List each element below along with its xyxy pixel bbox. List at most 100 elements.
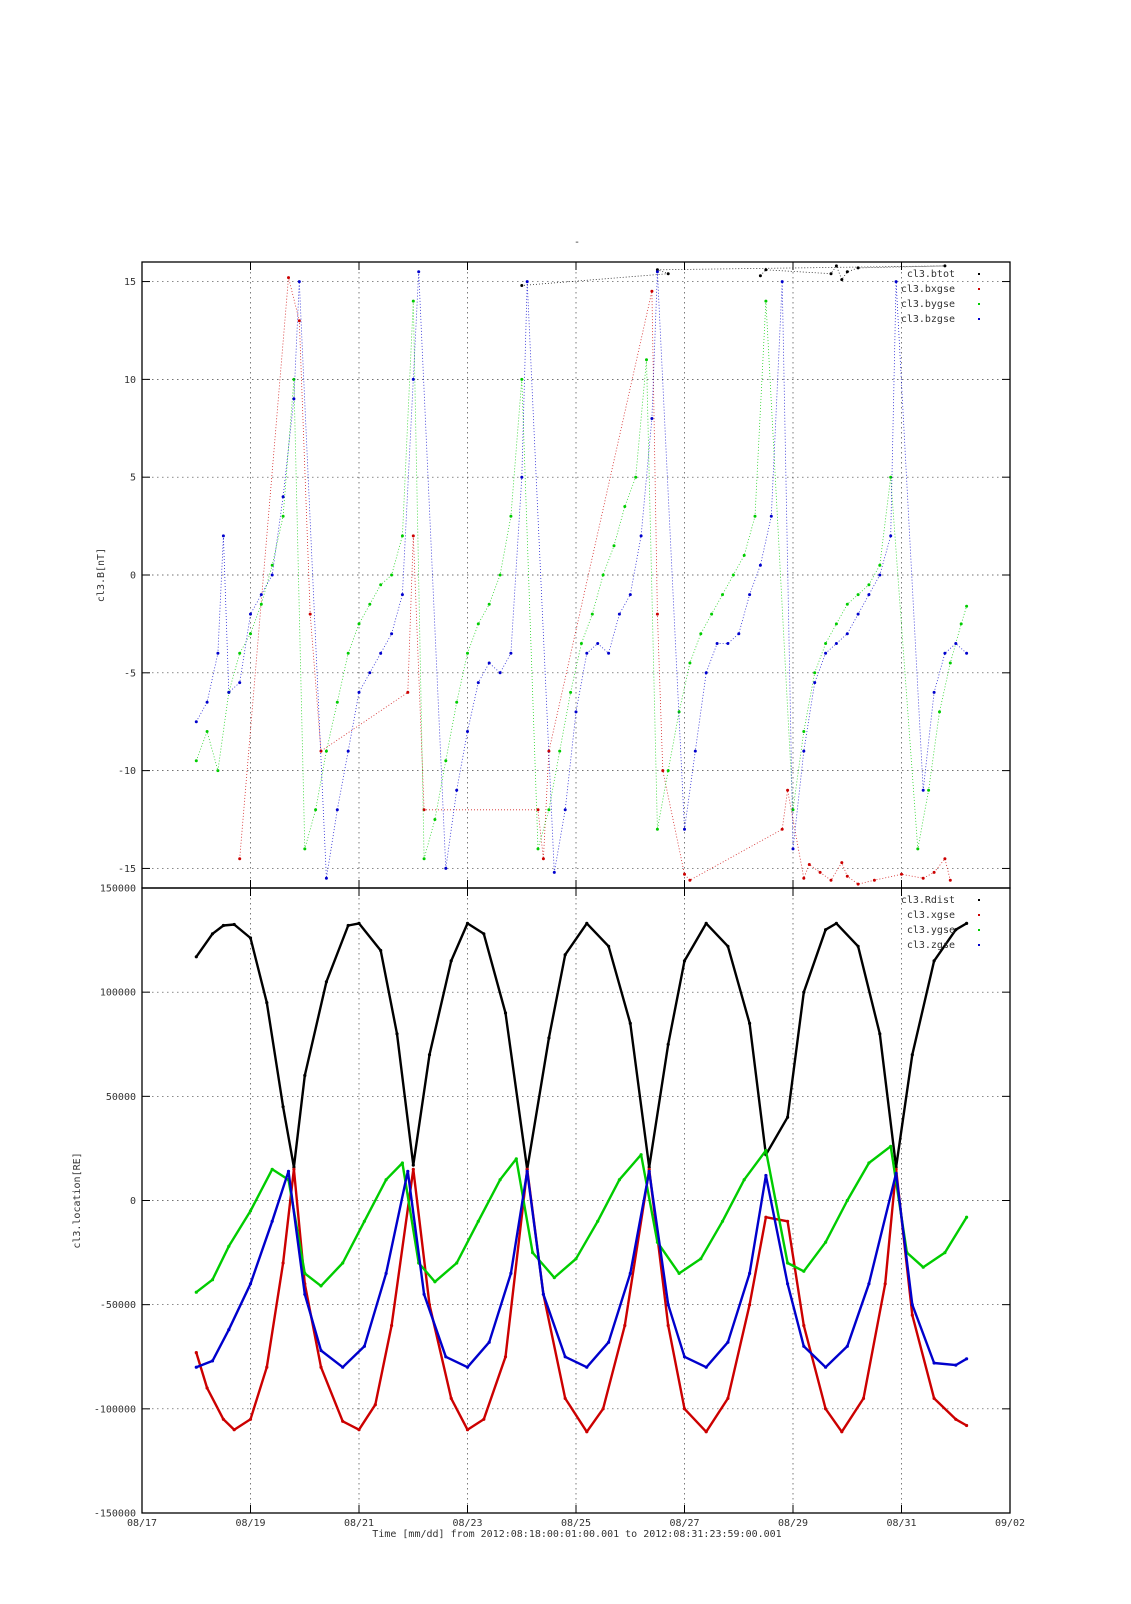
data-point [954, 1417, 958, 1421]
data-point [514, 1157, 518, 1161]
data-point [932, 870, 936, 874]
data-point [194, 1351, 198, 1355]
data-point [628, 1021, 632, 1025]
data-point [948, 878, 952, 882]
data-point [444, 866, 448, 870]
data-point [802, 749, 806, 753]
data-point [270, 573, 274, 577]
x-tick-label: 08/19 [235, 1518, 265, 1529]
data-point [666, 272, 670, 276]
data-point [607, 651, 611, 655]
data-point [476, 622, 480, 626]
data-point [303, 847, 307, 851]
data-point [465, 1365, 470, 1369]
data-point [596, 1219, 600, 1223]
data-point [281, 514, 285, 518]
data-point [682, 1407, 687, 1411]
data-point [552, 1276, 556, 1280]
data-point [921, 1265, 925, 1269]
data-point [721, 593, 724, 597]
data-point [802, 730, 806, 733]
data-point [965, 921, 969, 926]
data-point [856, 266, 860, 270]
data-point [704, 1365, 708, 1369]
data-point [287, 276, 290, 280]
data-point [503, 1011, 508, 1015]
data-point [525, 1169, 529, 1173]
data-point [319, 1365, 323, 1369]
data-point [965, 1423, 969, 1428]
data-point [910, 1053, 914, 1057]
data-point [699, 1257, 703, 1261]
data-point [509, 514, 513, 518]
data-point [411, 1163, 415, 1167]
data-point [210, 932, 215, 936]
data-point [726, 1340, 730, 1344]
data-point [541, 1292, 546, 1296]
data-point [965, 604, 969, 608]
data-point [265, 1001, 269, 1005]
data-point [965, 651, 969, 655]
data-point [650, 417, 654, 420]
data-point [677, 1271, 681, 1275]
x-axis-title: Time [mm/dd] from 2012:08:18:00:01:00.00… [372, 1529, 781, 1540]
data-point [791, 808, 795, 812]
data-point [585, 1430, 589, 1434]
y-tick-label: -50000 [100, 1300, 136, 1311]
data-point [682, 959, 687, 963]
data-point [856, 612, 860, 616]
data-point [910, 1303, 914, 1307]
data-point [427, 1053, 432, 1057]
data-point [655, 270, 659, 274]
data-point [520, 475, 524, 479]
data-point [270, 563, 274, 567]
data-point [341, 1419, 345, 1423]
data-point [786, 788, 790, 792]
data-point [433, 1280, 437, 1284]
data-point [248, 1209, 253, 1213]
y-tick-label: -100000 [94, 1404, 136, 1415]
y-tick-label: 15 [124, 277, 136, 288]
data-point [764, 299, 768, 303]
series-line [195, 1168, 968, 1433]
data-point [520, 284, 524, 287]
x-tick-label: 08/29 [778, 1518, 808, 1529]
legend-marker [978, 273, 980, 275]
data-point [465, 921, 470, 926]
data-point [683, 872, 686, 876]
data-point [824, 928, 828, 932]
data-point [205, 730, 209, 733]
data-point [780, 827, 784, 831]
data-point [324, 980, 328, 984]
data-point [829, 272, 833, 276]
data-point [943, 857, 947, 861]
data-point [362, 1219, 366, 1223]
data-point [824, 1407, 828, 1411]
data-point [238, 857, 242, 861]
data-point [248, 1417, 253, 1421]
data-point [742, 553, 746, 557]
data-point [406, 690, 410, 694]
data-point [840, 278, 844, 282]
data-point [411, 1167, 415, 1171]
data-point [927, 788, 931, 792]
data-point [379, 948, 383, 953]
data-point [357, 1428, 361, 1432]
data-point [840, 861, 844, 865]
data-point [954, 642, 958, 645]
data-point [487, 661, 491, 665]
legend-marker [978, 288, 980, 290]
data-point [357, 690, 361, 694]
data-point [834, 921, 839, 926]
data-point [319, 749, 323, 753]
data-point [232, 922, 236, 927]
data-point [487, 1340, 491, 1344]
data-point [655, 612, 659, 616]
data-point [601, 1407, 605, 1411]
legend-label: cl3.btot [907, 269, 955, 280]
data-point [384, 1178, 388, 1182]
data-point [362, 1344, 366, 1348]
y-axis-title: cl3.B[nT] [96, 548, 107, 602]
data-point [666, 1303, 670, 1307]
